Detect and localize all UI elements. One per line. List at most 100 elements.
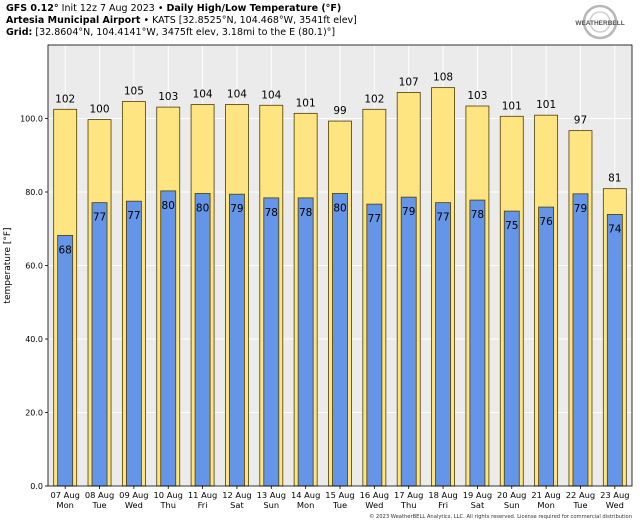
x-tick-date: 07 Aug (50, 490, 79, 500)
product-title: Daily High/Low Temperature (°F) (166, 3, 342, 14)
header-line-1: GFS 0.12° Init 12z 7 Aug 2023 • Daily Hi… (6, 3, 341, 15)
x-tick-weekday: Sun (504, 500, 520, 510)
high-temp-label: 102 (55, 93, 75, 105)
low-temp-label: 76 (539, 216, 553, 228)
low-temp-label: 77 (93, 212, 106, 224)
low-temp-label: 80 (162, 200, 175, 212)
x-tick-weekday: Mon (537, 500, 555, 510)
low-temp-bar (57, 234, 74, 487)
grid-info: [32.8604°N, 104.4141°W, 3475ft elev, 3.1… (35, 27, 336, 38)
header-line-2: Artesia Municipal Airport • KATS [32.852… (6, 15, 357, 27)
separator: • (157, 3, 164, 14)
x-tick-date: 13 Aug (257, 490, 286, 500)
copyright-notice: © 2023 WeatherBELL Analytics, LLC. All r… (369, 514, 632, 520)
y-tick-label: 20.0 (25, 409, 43, 418)
x-tick-date: 11 Aug (188, 490, 217, 500)
station-name: Artesia Municipal Airport (6, 15, 141, 26)
high-temp-label: 97 (574, 115, 587, 127)
low-temp-label: 79 (574, 203, 587, 215)
x-tick-date: 18 Aug (428, 490, 457, 500)
grid-label: Grid: (6, 27, 33, 38)
high-temp-label: 105 (124, 86, 144, 98)
x-tick-date: 14 Aug (291, 490, 320, 500)
low-temp-bar (194, 193, 211, 487)
low-temp-label: 77 (127, 210, 140, 222)
x-tick-date: 19 Aug (463, 490, 492, 500)
low-temp-bar (263, 197, 280, 487)
separator: • (143, 15, 150, 26)
logo-text: WEATHERBELL (575, 20, 624, 27)
x-tick-date: 17 Aug (394, 490, 423, 500)
y-axis: 0.0 20.0 40.0 60.0 80.0 100.0 (20, 115, 48, 491)
high-temp-label: 103 (158, 91, 178, 103)
low-temp-bar (332, 193, 348, 487)
x-tick-weekday: Wed (606, 500, 624, 510)
high-temp-label: 81 (608, 173, 621, 185)
y-tick-label: 60.0 (25, 262, 43, 271)
low-temp-label: 78 (471, 209, 484, 221)
high-temp-label: 101 (536, 99, 556, 111)
high-temp-label: 101 (502, 100, 522, 112)
high-temp-label: 107 (399, 76, 419, 88)
low-temp-label: 68 (58, 244, 71, 256)
x-tick-date: 12 Aug (222, 490, 251, 500)
low-temp-label: 79 (402, 206, 415, 218)
low-temp-label: 77 (436, 212, 449, 224)
low-temp-bar (606, 214, 623, 487)
low-temp-bar (297, 197, 314, 487)
low-temp-label: 74 (608, 223, 622, 235)
x-tick-weekday: Mon (56, 500, 74, 510)
y-tick-label: 80.0 (25, 188, 43, 197)
station-info: KATS [32.8525°N, 104.468°W, 3541ft elev] (152, 15, 357, 26)
y-tick-label: 0.0 (30, 482, 43, 491)
y-axis-label: temperature [°F] (3, 227, 13, 303)
low-temp-label: 80 (333, 202, 346, 214)
init-time: Init 12z 7 Aug 2023 (61, 3, 155, 14)
x-tick-date: 08 Aug (85, 490, 114, 500)
x-tick-weekday: Tue (572, 500, 587, 510)
high-temp-label: 104 (261, 89, 281, 101)
low-temp-bar (229, 193, 245, 487)
low-temp-label: 78 (299, 207, 312, 219)
low-temp-label: 79 (230, 203, 243, 215)
high-temp-label: 103 (467, 90, 487, 102)
header-line-3: Grid: [32.8604°N, 104.4141°W, 3475ft ele… (6, 27, 335, 39)
x-tick-weekday: Thu (400, 500, 417, 510)
x-tick-weekday: Fri (438, 500, 448, 510)
x-tick-weekday: Wed (125, 500, 143, 510)
x-tick-weekday: Thu (159, 500, 176, 510)
x-tick-date: 16 Aug (360, 490, 389, 500)
low-temp-bar (91, 202, 108, 487)
x-tick-weekday: Sat (471, 500, 485, 510)
bars (53, 87, 627, 487)
y-tick-label: 100.0 (20, 115, 43, 124)
x-tick-date: 21 Aug (531, 490, 560, 500)
high-temp-label: 104 (227, 89, 247, 101)
low-temp-bar (572, 193, 589, 487)
low-temp-bar (538, 206, 555, 487)
x-tick-date: 22 Aug (566, 490, 595, 500)
x-tick-weekday: Sun (263, 500, 279, 510)
x-tick-weekday: Mon (297, 500, 315, 510)
x-tick-date: 15 Aug (325, 490, 354, 500)
low-temp-label: 80 (196, 202, 209, 214)
high-temp-label: 100 (90, 104, 110, 116)
low-temp-bar (160, 190, 177, 487)
high-temp-label: 101 (296, 97, 316, 109)
x-tick-weekday: Wed (365, 500, 383, 510)
low-temp-bar (469, 199, 486, 487)
x-tick-weekday: Tue (332, 500, 347, 510)
low-temp-label: 75 (505, 220, 518, 232)
bar-labels: 102 68 100 77 105 77 103 80 104 80 104 79 104 78 101 78… (55, 72, 622, 257)
high-temp-label: 102 (364, 93, 384, 105)
x-tick-date: 23 Aug (600, 490, 629, 500)
y-tick-label: 40.0 (25, 335, 43, 344)
low-temp-label: 77 (368, 213, 381, 225)
low-temp-bar (435, 202, 451, 487)
low-temp-label: 78 (265, 207, 278, 219)
x-tick-weekday: Sat (230, 500, 244, 510)
x-tick-weekday: Tue (91, 500, 106, 510)
low-temp-bar (125, 200, 142, 487)
